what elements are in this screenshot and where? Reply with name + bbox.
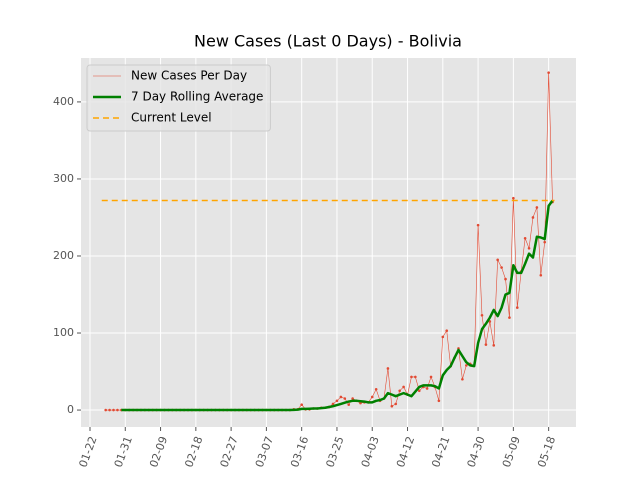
point xyxy=(547,71,550,74)
x-tick-label: 02-27 xyxy=(218,435,241,469)
point xyxy=(543,240,547,244)
x-tick-label: 01-22 xyxy=(76,435,99,469)
point xyxy=(515,306,519,309)
point xyxy=(512,196,515,200)
legend-label: Current Level xyxy=(131,111,212,125)
point xyxy=(112,408,115,412)
y-tick-label: 100 xyxy=(53,326,74,339)
y-tick-label: 400 xyxy=(53,95,74,108)
point xyxy=(539,273,543,277)
point xyxy=(523,236,527,240)
point xyxy=(531,216,535,219)
point xyxy=(116,408,119,412)
point xyxy=(300,403,303,406)
point xyxy=(347,403,351,406)
point xyxy=(417,389,421,393)
legend: New Cases Per Day 7 Day Rolling Average Cu… xyxy=(86,64,271,132)
point xyxy=(104,408,107,412)
point xyxy=(480,313,484,317)
x-tick-label: 02-09 xyxy=(147,435,170,469)
y-tick-label: 0 xyxy=(67,403,74,416)
point xyxy=(394,402,398,406)
x-tick-label: 04-30 xyxy=(465,435,488,469)
point xyxy=(339,395,343,399)
point xyxy=(476,223,480,227)
marks xyxy=(101,71,555,412)
point xyxy=(425,387,429,390)
point xyxy=(429,375,433,379)
point xyxy=(535,206,539,209)
point xyxy=(331,402,335,406)
point xyxy=(527,246,531,250)
point xyxy=(351,397,354,400)
point xyxy=(492,344,496,347)
series-line xyxy=(121,199,554,412)
point xyxy=(335,399,339,403)
point xyxy=(386,367,390,370)
legend-label: New Cases Per Day xyxy=(131,69,247,83)
point xyxy=(343,397,347,400)
point xyxy=(445,329,449,333)
point xyxy=(496,258,499,262)
chart-title: New Cases (Last 0 Days) - Bolivia xyxy=(194,32,462,51)
point xyxy=(461,377,464,381)
y-tick-label: 300 xyxy=(53,172,74,185)
point xyxy=(414,375,417,379)
x-tick-label: 05-18 xyxy=(535,435,558,469)
point xyxy=(374,387,378,391)
point xyxy=(500,266,503,269)
point xyxy=(508,316,511,319)
x-tick-label: 03-25 xyxy=(323,435,346,469)
x-tick-label: 03-07 xyxy=(253,435,276,469)
x-tick-label: 03-16 xyxy=(288,435,311,469)
point xyxy=(484,343,488,346)
point xyxy=(465,364,468,367)
x-tick-label: 04-21 xyxy=(429,435,452,469)
x-tick-label: 01-31 xyxy=(112,435,135,469)
y-tick-label: 200 xyxy=(53,249,74,262)
point xyxy=(410,375,413,379)
x-tick-label: 04-12 xyxy=(394,435,417,469)
legend-box xyxy=(86,64,271,132)
point xyxy=(437,399,441,403)
point xyxy=(370,395,374,399)
point xyxy=(402,385,405,389)
point xyxy=(398,389,401,393)
point xyxy=(504,277,507,281)
x-tick-label: 02-18 xyxy=(182,435,205,469)
x-tick-label: 05-09 xyxy=(500,435,523,469)
point xyxy=(441,335,445,339)
point xyxy=(390,404,394,408)
legend-label: 7 Day Rolling Average xyxy=(131,90,263,104)
point xyxy=(108,408,111,412)
x-tick-label: 04-03 xyxy=(359,435,382,469)
